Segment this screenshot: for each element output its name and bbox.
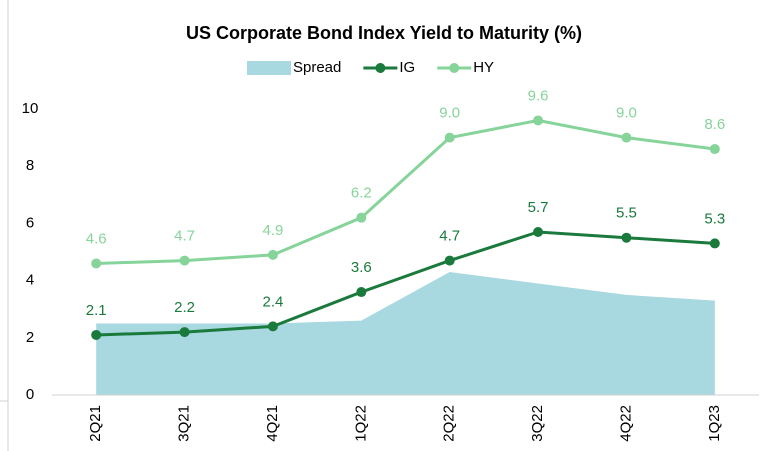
- x-tick-label: 3Q22: [529, 405, 546, 442]
- series-point: [91, 258, 102, 269]
- value-label: 5.5: [616, 205, 637, 222]
- value-label: 6.2: [351, 185, 372, 202]
- value-label: 2.4: [263, 293, 284, 310]
- series-point: [179, 255, 190, 266]
- legend-label: Spread: [293, 59, 341, 76]
- value-label: 8.6: [704, 116, 725, 133]
- x-tick-label: 2Q21: [87, 405, 104, 442]
- x-tick-label: 2Q22: [441, 405, 458, 442]
- series-point: [267, 249, 278, 260]
- series-point: [621, 232, 632, 243]
- value-label: 2.2: [174, 299, 195, 316]
- value-label: 9.0: [439, 105, 460, 122]
- value-label: 4.7: [439, 228, 460, 245]
- x-tick-label: 1Q22: [352, 405, 369, 442]
- series-line: [96, 230, 715, 337]
- series-point: [91, 329, 102, 340]
- value-label: 5.3: [704, 210, 725, 227]
- y-tick-label: 8: [26, 157, 34, 174]
- series-point: [179, 327, 190, 338]
- legend-label: IG: [399, 59, 415, 76]
- value-label: 2.1: [86, 302, 107, 319]
- value-label: 3.6: [351, 259, 372, 276]
- series-point: [356, 212, 367, 223]
- x-tick-label: 4Q21: [264, 405, 281, 442]
- series-point: [621, 132, 632, 143]
- spread-area: [96, 272, 715, 395]
- legend-marker: [449, 63, 460, 73]
- value-label: 4.9: [263, 222, 284, 239]
- x-tick-label: 1Q23: [706, 405, 723, 442]
- series-point: [444, 255, 455, 266]
- x-tick-label: 3Q21: [176, 405, 193, 442]
- series-point: [444, 132, 455, 143]
- x-tick-label: 4Q22: [617, 405, 634, 442]
- chart-title: US Corporate Bond Index Yield to Maturit…: [186, 23, 582, 43]
- legend-label: HY: [473, 59, 494, 76]
- y-tick-label: 10: [22, 100, 39, 117]
- series-point: [533, 226, 544, 237]
- value-label: 5.7: [528, 199, 549, 216]
- y-tick-label: 4: [26, 272, 34, 289]
- y-tick-label: 0: [26, 386, 34, 403]
- series-point: [356, 287, 367, 298]
- series-line: [96, 118, 716, 265]
- series-point: [267, 321, 278, 332]
- y-tick-label: 6: [26, 214, 34, 231]
- series-point: [709, 238, 720, 249]
- value-label: 4.6: [86, 230, 107, 247]
- legend-marker: [375, 63, 386, 73]
- value-label: 4.7: [174, 228, 195, 245]
- legend-swatch: [247, 61, 291, 75]
- value-label: 9.0: [616, 105, 637, 122]
- value-label: 9.6: [528, 87, 549, 104]
- series-point: [533, 115, 544, 126]
- series-point: [709, 144, 720, 155]
- y-tick-label: 2: [26, 329, 34, 346]
